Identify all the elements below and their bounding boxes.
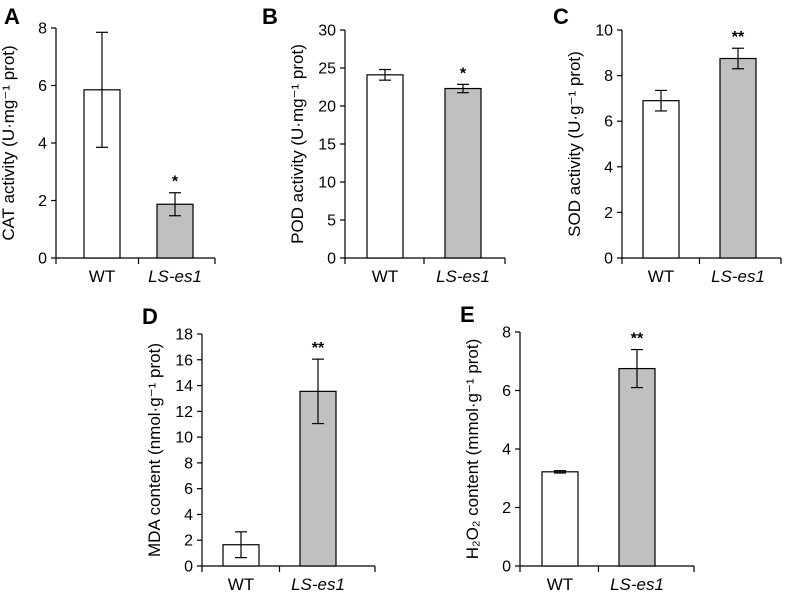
y-tick-label: 15 bbox=[318, 137, 336, 154]
significance-marker: ** bbox=[312, 340, 325, 357]
y-tick-label: 8 bbox=[184, 455, 193, 472]
bar-wt bbox=[366, 74, 404, 259]
y-tick-label: 2 bbox=[604, 205, 613, 222]
category-label: WT bbox=[372, 267, 398, 286]
y-tick-label: 8 bbox=[38, 21, 47, 38]
significance-marker: ** bbox=[631, 331, 644, 348]
category-label: LS-es1 bbox=[610, 575, 664, 592]
y-tick-label: 6 bbox=[502, 383, 511, 400]
category-label: WT bbox=[648, 267, 674, 286]
category-label: LS-es1 bbox=[148, 267, 202, 286]
y-tick-label: 10 bbox=[175, 430, 193, 447]
y-tick-label: 2 bbox=[38, 193, 47, 210]
bar-ls-es1 bbox=[618, 367, 656, 567]
y-axis-title: SOD activity (U·g⁻¹ prot) bbox=[565, 51, 584, 237]
y-tick-label: 4 bbox=[38, 136, 47, 153]
y-tick-label: 2 bbox=[502, 500, 511, 517]
category-label: LS-es1 bbox=[436, 267, 490, 286]
category-label: WT bbox=[228, 575, 254, 592]
y-tick-label: 4 bbox=[604, 159, 613, 176]
panel-d-mda-chart: D 0 2 4 6 8 10 12 14 16 18 MDA content (nmol·g⁻¹ pr… bbox=[142, 304, 376, 592]
y-tick-label: 14 bbox=[175, 378, 193, 395]
y-tick-label: 0 bbox=[502, 559, 511, 576]
y-tick-label: 10 bbox=[318, 175, 336, 192]
significance-marker: * bbox=[460, 65, 467, 82]
y-tick-label: 4 bbox=[184, 507, 193, 524]
bar-wt bbox=[642, 100, 680, 259]
panel-letter: B bbox=[262, 4, 278, 29]
panel-c-sod-chart: C 0 2 4 6 8 10 SOD activity (U·g⁻¹ prot) WT ** LS-… bbox=[553, 4, 782, 286]
category-label: WT bbox=[89, 267, 115, 286]
bar-wt bbox=[541, 471, 579, 567]
y-axis-title: MDA content (nmol·g⁻¹ prot) bbox=[145, 343, 164, 557]
panel-letter: C bbox=[553, 4, 569, 29]
panel-b-pod-chart: B 0 5 10 15 20 25 30 POD activity (U·mg⁻¹ prot) W… bbox=[262, 4, 506, 286]
y-tick-label: 6 bbox=[604, 114, 613, 131]
y-tick-label: 12 bbox=[175, 404, 193, 421]
y-tick-label: 16 bbox=[175, 352, 193, 369]
y-tick-label: 0 bbox=[38, 251, 47, 268]
category-label: LS-es1 bbox=[291, 575, 345, 592]
y-tick-label: 25 bbox=[318, 61, 336, 78]
panel-letter: D bbox=[142, 304, 158, 329]
y-tick-label: 10 bbox=[595, 23, 613, 40]
bar-ls-es1 bbox=[156, 203, 194, 259]
y-tick-label: 2 bbox=[184, 533, 193, 550]
y-axis-title: POD activity (U·mg⁻¹ prot) bbox=[288, 44, 307, 244]
y-tick-label: 0 bbox=[327, 251, 336, 268]
y-tick-label: 0 bbox=[604, 251, 613, 268]
category-label: LS-es1 bbox=[711, 267, 765, 286]
y-tick-label: 6 bbox=[184, 481, 193, 498]
category-label: WT bbox=[547, 575, 573, 592]
y-tick-label: 20 bbox=[318, 99, 336, 116]
y-tick-label: 5 bbox=[327, 213, 336, 230]
significance-marker: ** bbox=[732, 29, 745, 46]
significance-marker: * bbox=[172, 174, 179, 191]
bar-ls-es1 bbox=[719, 57, 757, 259]
y-tick-label: 4 bbox=[502, 442, 511, 459]
panel-letter: A bbox=[4, 4, 20, 29]
y-axis-title: CAT activity (U·mg⁻¹ prot) bbox=[0, 45, 18, 240]
y-tick-label: 30 bbox=[318, 23, 336, 40]
panel-a-cat-chart: A 0 2 4 6 8 CAT activity (U·mg⁻¹ prot) WT * LS-es… bbox=[0, 4, 216, 286]
y-axis-title: H₂O₂ content (mmol·g⁻¹ prot) bbox=[463, 339, 482, 560]
panel-e-h2o2-chart: E 0 2 4 6 8 H₂O₂ content (mmol·g⁻¹ prot) WT ** LS… bbox=[460, 302, 695, 592]
y-tick-label: 8 bbox=[502, 325, 511, 342]
y-tick-label: 6 bbox=[38, 78, 47, 95]
y-tick-label: 0 bbox=[184, 559, 193, 576]
bar-ls-es1 bbox=[444, 87, 482, 259]
panel-letter: E bbox=[460, 302, 475, 327]
y-tick-label: 8 bbox=[604, 68, 613, 85]
y-tick-label: 18 bbox=[175, 327, 193, 344]
